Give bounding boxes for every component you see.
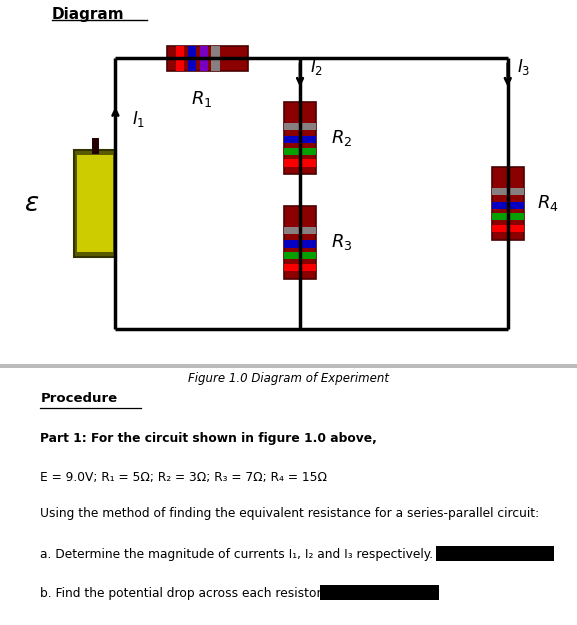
Bar <box>284 148 316 155</box>
Bar <box>284 264 316 271</box>
Text: E = 9.0V; R₁ = 5Ω; R₂ = 3Ω; R₃ = 7Ω; R₄ = 15Ω: E = 9.0V; R₁ = 5Ω; R₂ = 3Ω; R₃ = 7Ω; R₄ … <box>40 471 327 484</box>
Bar <box>492 225 524 232</box>
Bar <box>284 102 316 174</box>
Text: Diagram: Diagram <box>52 7 125 22</box>
Bar <box>492 201 524 209</box>
Text: b. Find the potential drop across each resistor.: b. Find the potential drop across each r… <box>40 588 325 601</box>
Bar <box>320 586 439 601</box>
Bar <box>436 546 554 561</box>
Bar <box>167 46 248 71</box>
Text: $R_3$: $R_3$ <box>331 232 353 252</box>
Text: $I_1$: $I_1$ <box>132 109 145 129</box>
Bar <box>77 155 113 252</box>
Bar <box>74 150 116 257</box>
Bar <box>188 46 196 71</box>
Text: $I_3$: $I_3$ <box>517 57 530 77</box>
Bar <box>492 213 524 221</box>
Bar <box>284 252 316 259</box>
Text: Figure 1.0 Diagram of Experiment: Figure 1.0 Diagram of Experiment <box>188 372 389 385</box>
Text: Part 1: For the circuit shown in figure 1.0 above,: Part 1: For the circuit shown in figure … <box>40 432 377 445</box>
Bar <box>284 136 316 143</box>
Text: Procedure: Procedure <box>40 391 118 404</box>
Text: $I_2$: $I_2$ <box>310 57 324 77</box>
Bar <box>284 227 316 234</box>
Text: Using the method of finding the equivalent resistance for a series-parallel circ: Using the method of finding the equivale… <box>40 507 539 520</box>
Text: $R_1$: $R_1$ <box>191 89 213 109</box>
Text: $R_2$: $R_2$ <box>331 128 352 148</box>
Bar <box>492 188 524 195</box>
Bar <box>212 46 220 71</box>
Bar <box>284 240 316 248</box>
Bar <box>284 206 316 279</box>
Bar <box>284 122 316 130</box>
Text: $R_4$: $R_4$ <box>537 194 559 213</box>
Bar <box>492 167 524 240</box>
Bar <box>200 46 208 71</box>
Text: a. Determine the magnitude of currents I₁, I₂ and I₃ respectively.: a. Determine the magnitude of currents I… <box>40 549 433 561</box>
Text: $\varepsilon$: $\varepsilon$ <box>24 191 39 216</box>
Bar <box>176 46 184 71</box>
Bar <box>284 159 316 167</box>
